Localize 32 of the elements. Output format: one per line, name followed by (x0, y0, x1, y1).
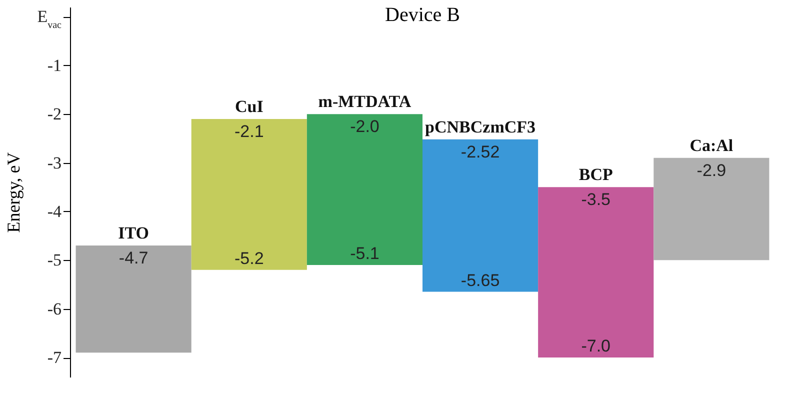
annotation: -2.52 (460, 142, 500, 162)
x-tick-label: m-MTDATA (318, 92, 412, 112)
y-tick-label: -3 (47, 153, 62, 172)
chart-title: Device B (385, 4, 460, 26)
x-tick-label: BCP (578, 165, 613, 184)
x-tick-label: ITO (118, 224, 150, 243)
y-axis-title: Energy, eV (4, 152, 24, 233)
bar (422, 139, 538, 292)
annotation: -7.0 (581, 336, 611, 356)
annotation: -4.7 (118, 248, 148, 268)
annotation: -2.1 (234, 122, 264, 141)
bar (76, 246, 192, 353)
x-tick-label: Ca:Al (690, 136, 734, 155)
annotation: -2.9 (696, 160, 726, 180)
y-tick-label: -2 (47, 104, 62, 124)
y-tick-label: -1 (47, 56, 62, 75)
y-tick-label: -5 (47, 250, 62, 270)
bar (538, 187, 654, 358)
annotation: -3.5 (581, 190, 611, 210)
x-tick-label: pCNBCzmCF3 (425, 117, 536, 136)
y-tick-label: -6 (47, 299, 62, 318)
annotation: -2.0 (350, 117, 380, 136)
bar (654, 158, 770, 260)
annotation: -5.1 (350, 244, 380, 264)
y-tick-label: -4 (47, 202, 62, 221)
annotation: -5.65 (460, 270, 500, 290)
y-tick-label: -7 (47, 348, 62, 368)
x-tick-label: CuI (234, 96, 264, 116)
y-tick-label: E$_{vac}$ (37, 7, 62, 31)
bar (191, 118, 307, 270)
bar (306, 114, 422, 266)
annotation: -5.2 (234, 248, 264, 268)
